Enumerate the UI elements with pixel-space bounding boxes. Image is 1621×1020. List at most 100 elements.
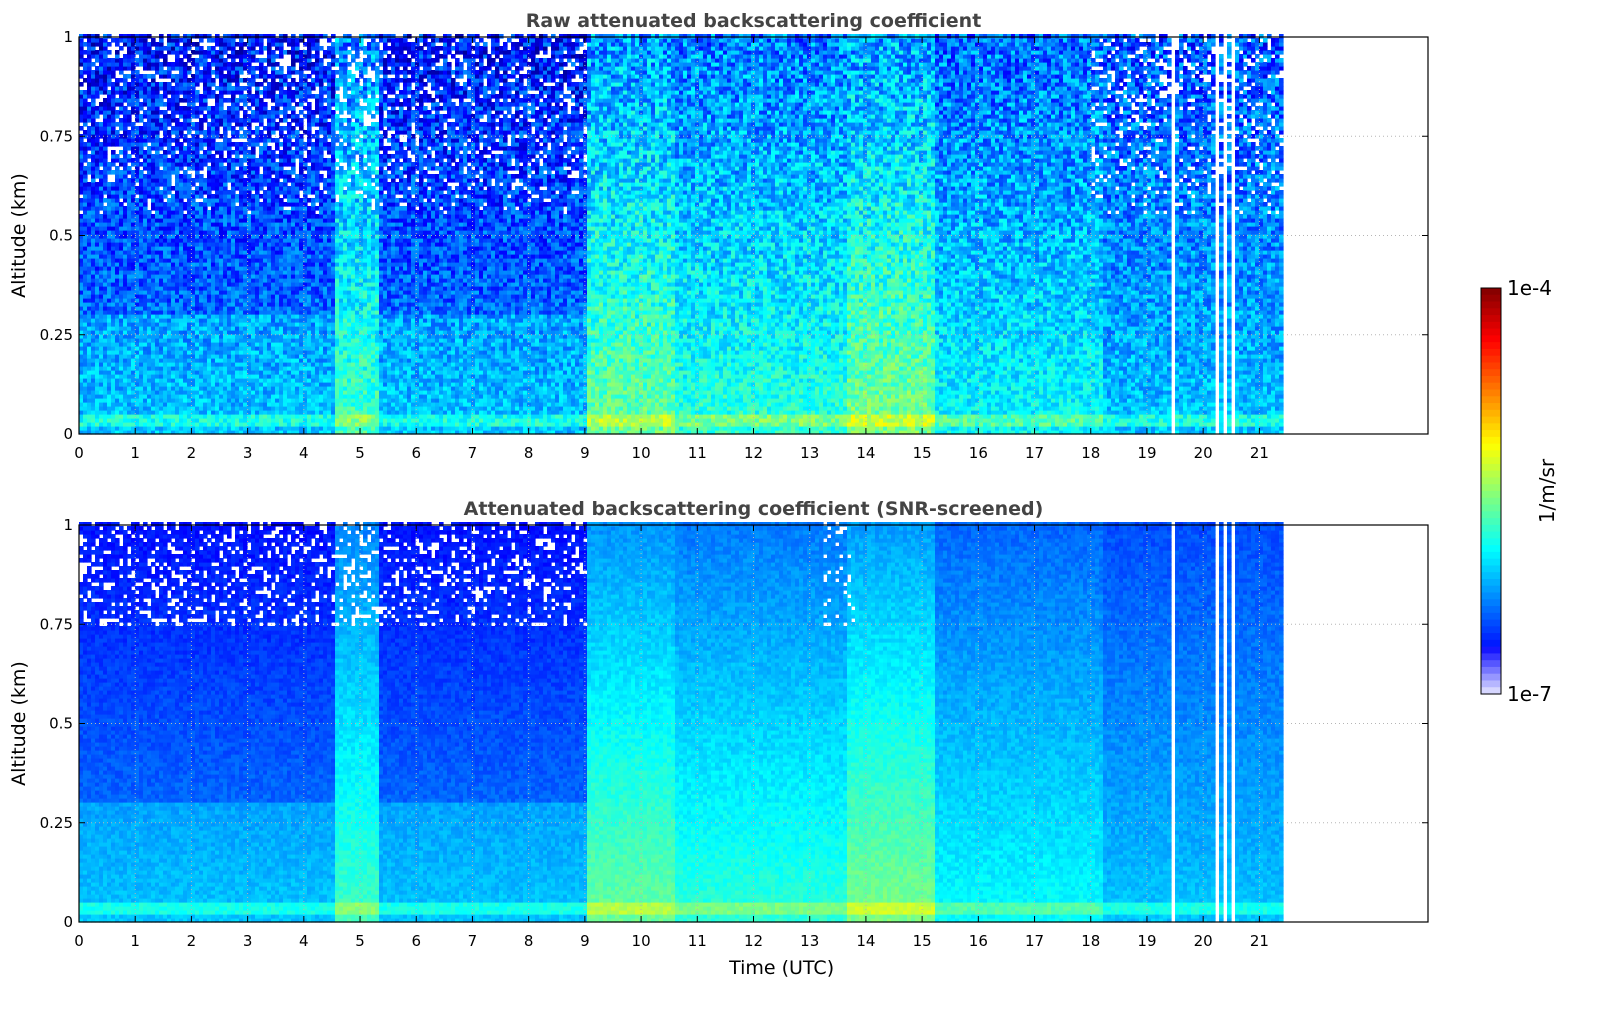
heatmap-cell (167, 422, 172, 427)
heatmap-cell (239, 294, 244, 299)
heatmap-cell (163, 102, 168, 107)
heatmap-cell (99, 246, 104, 251)
heatmap-cell (199, 194, 204, 199)
heatmap-cell (111, 306, 116, 311)
heatmap-cell (187, 398, 192, 403)
heatmap-cell (99, 226, 104, 231)
heatmap-cell (207, 302, 212, 307)
heatmap-cell (83, 278, 88, 283)
heatmap-cell (243, 146, 248, 151)
heatmap-cell (163, 178, 168, 183)
heatmap-cell (139, 174, 144, 179)
heatmap-cell (219, 358, 224, 363)
heatmap-cell (87, 414, 92, 419)
heatmap-cell (207, 386, 212, 391)
heatmap-cell (243, 350, 248, 355)
heatmap-cell (207, 186, 212, 191)
heatmap-cell (115, 238, 120, 243)
heatmap-cell (155, 102, 160, 107)
heatmap-cell (143, 250, 148, 255)
heatmap-cell (127, 154, 132, 159)
heatmap-cell (199, 70, 204, 75)
heatmap-cell (215, 266, 220, 271)
heatmap-cell (95, 86, 100, 91)
heatmap-cell (171, 242, 176, 247)
heatmap-cell (219, 58, 224, 63)
heatmap-cell (95, 74, 100, 79)
heatmap-cell (115, 278, 120, 283)
heatmap-cell (87, 290, 92, 295)
heatmap-cell (211, 166, 216, 171)
heatmap-cell (203, 322, 208, 327)
heatmap-cell (243, 198, 248, 203)
heatmap-cell (159, 214, 164, 219)
heatmap-cell (243, 66, 248, 71)
heatmap-cell (175, 374, 180, 379)
heatmap-cell (83, 374, 88, 379)
heatmap-cell (147, 230, 152, 235)
heatmap-cell (147, 34, 152, 39)
heatmap-cell (183, 378, 188, 383)
heatmap-cell (231, 294, 236, 299)
heatmap-cell (83, 282, 88, 287)
heatmap-cell (79, 342, 84, 347)
heatmap-cell (151, 302, 156, 307)
heatmap-cell (95, 42, 100, 47)
heatmap-cell (119, 358, 124, 363)
heatmap-cell (127, 302, 132, 307)
heatmap-cell (231, 70, 236, 75)
heatmap-cell (179, 402, 184, 407)
heatmap-cell (219, 42, 224, 47)
heatmap-cell (163, 382, 168, 387)
heatmap-cell (107, 330, 112, 335)
heatmap-cell (231, 402, 236, 407)
heatmap-cell (231, 286, 236, 291)
heatmap-cell (155, 190, 160, 195)
heatmap-cell (111, 190, 116, 195)
heatmap-cell (155, 306, 160, 311)
heatmap-cell (163, 94, 168, 99)
heatmap-cell (83, 238, 88, 243)
heatmap-cell (107, 370, 112, 375)
heatmap-cell (119, 190, 124, 195)
heatmap-cell (207, 418, 212, 423)
heatmap-cell (147, 306, 152, 311)
heatmap-cell (91, 50, 96, 55)
heatmap-cell (123, 42, 128, 47)
heatmap-cell (99, 170, 104, 175)
heatmap-cell (215, 374, 220, 379)
heatmap-cell (127, 390, 132, 395)
heatmap-cell (195, 314, 200, 319)
heatmap-cell (79, 382, 84, 387)
heatmap-cell (227, 114, 232, 119)
heatmap-cell (235, 70, 240, 75)
heatmap-cell (223, 414, 228, 419)
heatmap-cell (227, 382, 232, 387)
heatmap-cell (199, 386, 204, 391)
heatmap-cell (91, 350, 96, 355)
heatmap-cell (95, 418, 100, 423)
heatmap-cell (107, 338, 112, 343)
heatmap-cell (107, 106, 112, 111)
heatmap-cell (123, 246, 128, 251)
heatmap-cell (143, 362, 148, 367)
heatmap-cell (99, 422, 104, 427)
heatmap-cell (95, 38, 100, 43)
heatmap-cell (127, 274, 132, 279)
heatmap-cell (243, 154, 248, 159)
heatmap-cell (167, 90, 172, 95)
heatmap-cell (95, 202, 100, 207)
heatmap-cell (147, 278, 152, 283)
heatmap-cell (243, 226, 248, 231)
heatmap-cell (155, 274, 160, 279)
heatmap-cell (95, 218, 100, 223)
heatmap-cell (231, 166, 236, 171)
heatmap-cell (195, 402, 200, 407)
heatmap-cell (103, 366, 108, 371)
heatmap-cell (127, 262, 132, 267)
heatmap-cell (231, 66, 236, 71)
heatmap-cell (79, 222, 84, 227)
heatmap-cell (147, 286, 152, 291)
heatmap-cell (195, 162, 200, 167)
heatmap-cell (111, 154, 116, 159)
